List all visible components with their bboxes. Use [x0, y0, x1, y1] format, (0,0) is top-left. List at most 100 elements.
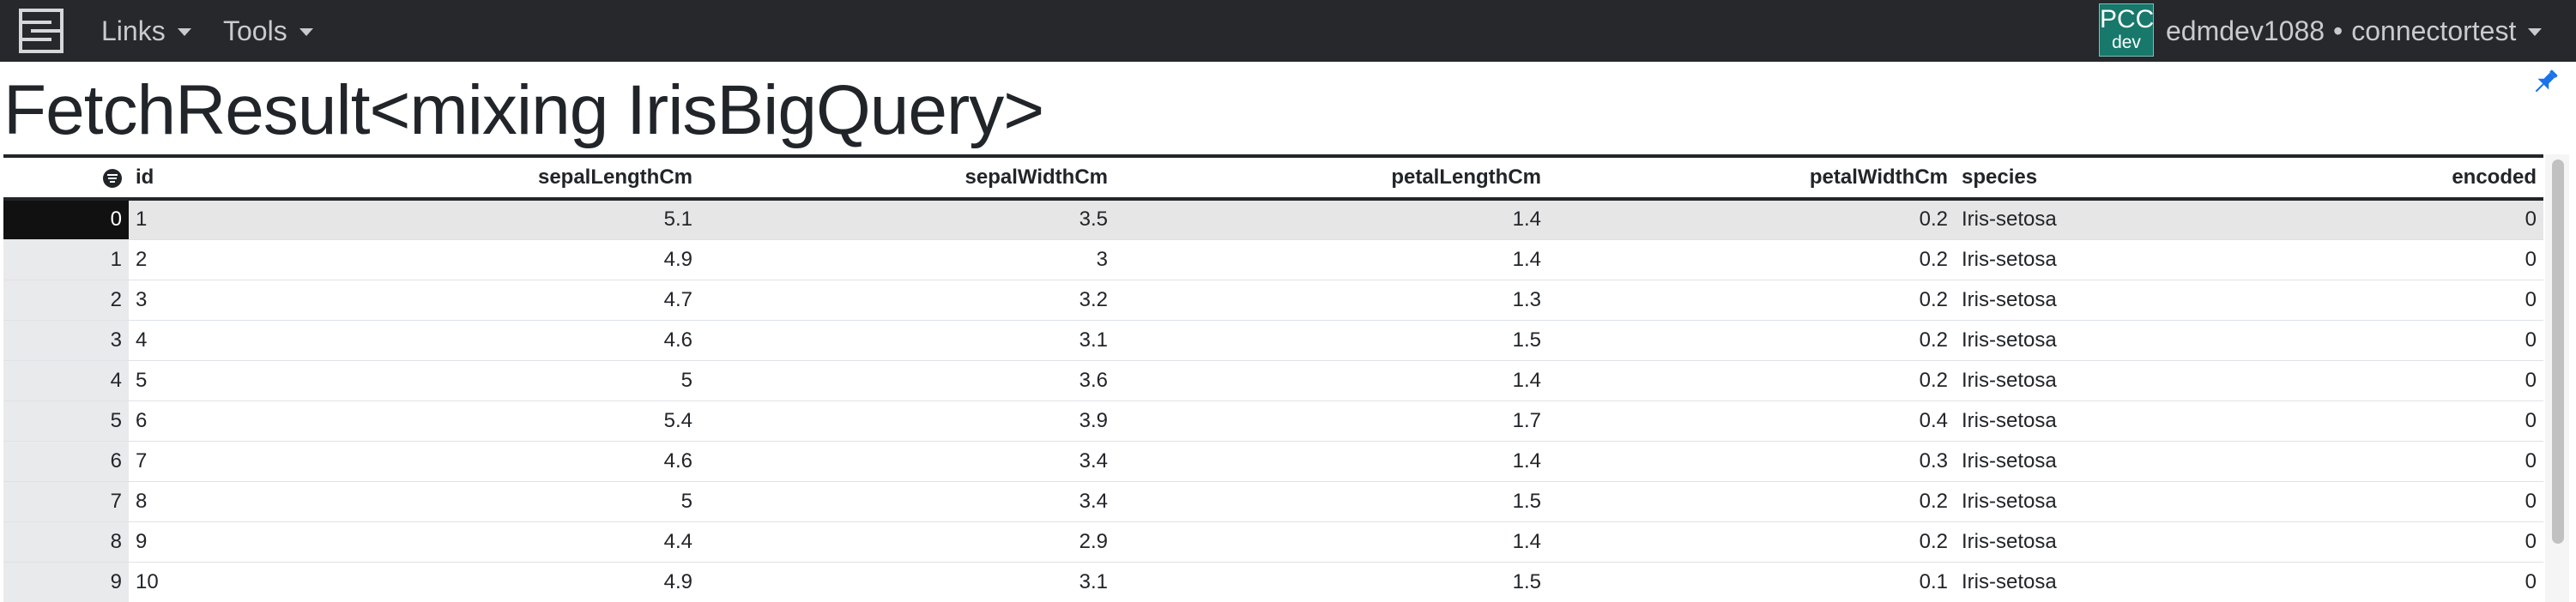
column-header-sepal-length[interactable]: sepalLengthCm [537, 166, 692, 189]
cell-sepal-length[interactable]: 5.4 [663, 408, 692, 432]
cell-petal-width[interactable]: 0.1 [1919, 569, 1948, 593]
table-row[interactable]: 8 9 4.4 2.9 1.4 0.2 Iris-setosa 0 [3, 521, 2543, 562]
cell-petal-length[interactable]: 1.4 [1115, 199, 1548, 239]
cell-petal-length[interactable]: 1.5 [1512, 569, 1541, 593]
cell-petal-width[interactable]: 0.2 [1919, 328, 1948, 352]
table-row[interactable]: 2 3 4.7 3.2 1.3 0.2 Iris-setosa 0 [3, 280, 2543, 320]
cell-encoded[interactable]: 0 [2525, 489, 2537, 513]
cell-id[interactable]: 1 [129, 199, 237, 239]
cell-species[interactable]: Iris-setosa [1962, 408, 2057, 432]
cell-species[interactable]: Iris-setosa [1962, 368, 2057, 392]
cell-sepal-length[interactable]: 4.6 [663, 448, 692, 473]
cell-petal-width[interactable]: 0.2 [1919, 529, 1948, 553]
cell-petal-length[interactable]: 1.3 [1512, 287, 1541, 311]
cell-encoded[interactable]: 0 [2525, 247, 2537, 271]
cell-species[interactable]: Iris-setosa [1962, 247, 2057, 271]
cell-petal-width[interactable]: 0.2 [1919, 287, 1948, 311]
app-logo-icon[interactable] [17, 7, 65, 55]
column-header-species[interactable]: species [1962, 166, 2038, 189]
cell-sepal-length[interactable]: 4.9 [663, 247, 692, 271]
cell-sepal-width[interactable]: 3 [1096, 247, 1108, 271]
cell-sepal-width[interactable]: 3.1 [1079, 569, 1108, 593]
table-row[interactable]: 5 6 5.4 3.9 1.7 0.4 Iris-setosa 0 [3, 400, 2543, 441]
cell-petal-width[interactable]: 0.4 [1919, 408, 1948, 432]
table-row[interactable]: 3 4 4.6 3.1 1.5 0.2 Iris-setosa 0 [3, 320, 2543, 360]
results-table-container[interactable]: id sepalLengthCm sepalWidthCm petalLengt… [3, 154, 2543, 602]
cell-species[interactable]: Iris-setosa [1962, 529, 2057, 553]
cell-encoded[interactable]: 0 [2525, 368, 2537, 392]
cell-encoded[interactable]: 0 [2525, 287, 2537, 311]
cell-petal-width[interactable]: 0.2 [1548, 199, 1955, 239]
column-menu-icon[interactable] [103, 168, 122, 188]
row-index[interactable]: 7 [3, 481, 129, 521]
user-workspace-menu[interactable]: edmdev1088 • connectortest [2166, 0, 2543, 62]
cell-sepal-length[interactable]: 5.1 [237, 199, 699, 239]
cell-id[interactable]: 5 [136, 368, 148, 392]
cell-sepal-width[interactable]: 3.6 [1079, 368, 1108, 392]
cell-id[interactable]: 10 [136, 569, 159, 593]
row-index[interactable]: 4 [3, 360, 129, 400]
column-menu-header[interactable] [3, 156, 129, 199]
cell-species[interactable]: Iris-setosa [1962, 489, 2057, 513]
cell-sepal-width[interactable]: 3.9 [1079, 408, 1108, 432]
cell-encoded[interactable]: 0 [2525, 328, 2537, 352]
cell-petal-length[interactable]: 1.5 [1512, 328, 1541, 352]
column-header-id[interactable]: id [136, 166, 154, 189]
cell-petal-width[interactable]: 0.2 [1919, 247, 1948, 271]
cell-sepal-width[interactable]: 3.1 [1079, 328, 1108, 352]
cell-id[interactable]: 7 [136, 448, 148, 473]
column-header-encoded[interactable]: encoded [2452, 166, 2537, 189]
cell-petal-length[interactable]: 1.4 [1512, 529, 1541, 553]
cell-sepal-length[interactable]: 5 [680, 489, 692, 513]
cell-petal-length[interactable]: 1.4 [1512, 448, 1541, 473]
tools-menu[interactable]: Tools [223, 0, 313, 62]
row-index[interactable]: 0 [3, 199, 129, 239]
row-index[interactable]: 8 [3, 521, 129, 562]
row-index[interactable]: 2 [3, 280, 129, 320]
cell-species[interactable]: Iris-setosa [1962, 569, 2057, 593]
environment-badge[interactable]: PCC dev [2099, 3, 2154, 57]
pin-icon[interactable] [2531, 67, 2559, 98]
row-index[interactable]: 6 [3, 441, 129, 481]
cell-sepal-width[interactable]: 3.5 [699, 199, 1115, 239]
links-menu[interactable]: Links [101, 0, 191, 62]
row-index[interactable]: 5 [3, 400, 129, 441]
cell-encoded[interactable]: 0 [2525, 569, 2537, 593]
cell-id[interactable]: 3 [136, 287, 148, 311]
cell-petal-width[interactable]: 0.3 [1919, 448, 1948, 473]
cell-id[interactable]: 6 [136, 408, 148, 432]
cell-encoded[interactable]: 0 [2525, 529, 2537, 553]
cell-id[interactable]: 9 [136, 529, 148, 553]
cell-petal-length[interactable]: 1.4 [1512, 247, 1541, 271]
cell-petal-length[interactable]: 1.5 [1512, 489, 1541, 513]
cell-sepal-length[interactable]: 4.6 [663, 328, 692, 352]
cell-encoded[interactable]: 0 [2161, 199, 2543, 239]
table-row[interactable]: 0 1 5.1 3.5 1.4 0.2 Iris-setosa 0 [3, 199, 2543, 239]
cell-id[interactable]: 2 [136, 247, 148, 271]
table-row[interactable]: 6 7 4.6 3.4 1.4 0.3 Iris-setosa 0 [3, 441, 2543, 481]
row-index[interactable]: 3 [3, 320, 129, 360]
cell-sepal-length[interactable]: 4.4 [663, 529, 692, 553]
cell-species[interactable]: Iris-setosa [1962, 287, 2057, 311]
cell-petal-width[interactable]: 0.2 [1919, 489, 1948, 513]
column-header-petal-width[interactable]: petalWidthCm [1809, 166, 1948, 189]
cell-species[interactable]: Iris-setosa [1962, 328, 2057, 352]
cell-id[interactable]: 4 [136, 328, 148, 352]
cell-sepal-width[interactable]: 3.4 [1079, 489, 1108, 513]
cell-petal-width[interactable]: 0.2 [1919, 368, 1948, 392]
cell-species[interactable]: Iris-setosa [1962, 448, 2057, 473]
table-row[interactable]: 4 5 5 3.6 1.4 0.2 Iris-setosa 0 [3, 360, 2543, 400]
cell-sepal-length[interactable]: 5 [680, 368, 692, 392]
scrollbar-thumb[interactable] [2552, 160, 2564, 544]
row-index[interactable]: 9 [3, 562, 129, 602]
cell-species[interactable]: Iris-setosa [1955, 199, 2161, 239]
table-row[interactable]: 7 8 5 3.4 1.5 0.2 Iris-setosa 0 [3, 481, 2543, 521]
cell-sepal-length[interactable]: 4.9 [663, 569, 692, 593]
cell-petal-length[interactable]: 1.7 [1512, 408, 1541, 432]
table-row[interactable]: 1 2 4.9 3 1.4 0.2 Iris-setosa 0 [3, 239, 2543, 280]
cell-sepal-width[interactable]: 3.4 [1079, 448, 1108, 473]
cell-sepal-length[interactable]: 4.7 [663, 287, 692, 311]
column-header-petal-length[interactable]: petalLengthCm [1391, 166, 1541, 189]
table-row[interactable]: 9 10 4.9 3.1 1.5 0.1 Iris-setosa 0 [3, 562, 2543, 602]
cell-sepal-width[interactable]: 2.9 [1079, 529, 1108, 553]
